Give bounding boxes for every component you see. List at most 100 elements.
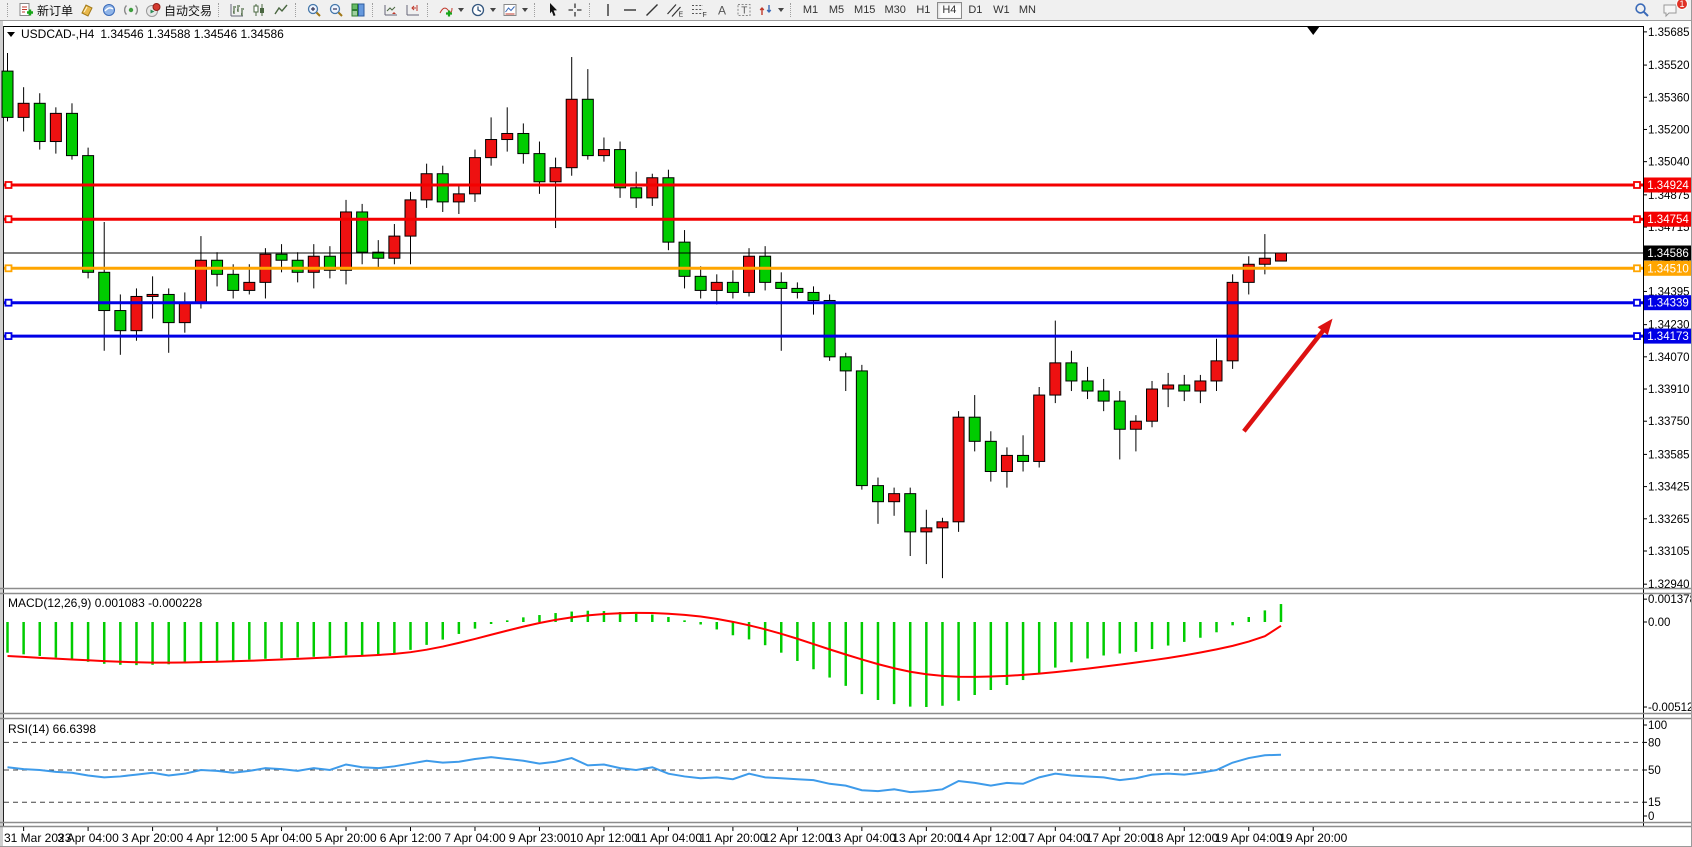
trend-arrow-annotation[interactable] [1242, 318, 1333, 433]
svg-text:1.34586: 1.34586 [1647, 248, 1689, 260]
cursor-button[interactable] [542, 1, 564, 19]
periods-button[interactable] [467, 1, 499, 19]
toolbar-grip[interactable] [589, 3, 592, 17]
new-order-button[interactable]: 新订单 [15, 1, 76, 19]
zoom-in-icon [307, 3, 321, 17]
timeframe-button-M5[interactable]: M5 [824, 2, 849, 19]
timeframe-button-H4[interactable]: H4 [936, 1, 962, 19]
horizontal-line-1.34924[interactable]: 1.34924 [4, 177, 1692, 193]
text-label-icon: T [737, 4, 751, 17]
candle-body [517, 132, 530, 155]
zoom-out-button[interactable] [325, 1, 347, 19]
candle-body [726, 281, 739, 293]
timeframe-button-W1[interactable]: W1 [989, 2, 1014, 19]
trendline-button[interactable] [641, 1, 663, 19]
horizontal-line-1.34754[interactable]: 1.34754 [4, 211, 1692, 227]
candle-body [340, 211, 353, 271]
horizontal-line-1.34339[interactable]: 1.34339 [4, 295, 1692, 311]
indicators-button[interactable] [435, 1, 467, 19]
text-label-button[interactable]: T [733, 1, 755, 19]
tile-windows-button[interactable] [347, 1, 369, 19]
chart-background [0, 21, 1691, 846]
chart-ohlc-values: 1.34546 1.34588 1.34546 1.34586 [100, 27, 284, 41]
svg-text:1.34924: 1.34924 [1647, 180, 1689, 192]
svg-text:A: A [718, 4, 726, 18]
horizontal-line-1.34586[interactable]: 1.34586 [4, 245, 1692, 261]
auto-trading-button[interactable]: 自动交易 [142, 1, 215, 19]
chart-frame [0, 21, 1691, 846]
timeframe-button-M1[interactable]: M1 [798, 2, 823, 19]
new-order-label: 新订单 [37, 3, 74, 18]
candle-body [291, 259, 304, 273]
candle-body [1097, 390, 1110, 402]
cursor-icon [550, 3, 558, 16]
vertical-line-button[interactable] [597, 1, 619, 19]
auto-scroll-button[interactable] [380, 1, 402, 19]
toolbar-grip[interactable] [218, 3, 221, 17]
rsi-panel[interactable]: 100 80 50 15 0 [4, 720, 1667, 823]
toolbar-grip[interactable] [7, 3, 10, 17]
timeframe-button-MN[interactable]: MN [1015, 2, 1040, 19]
text-button[interactable]: A [711, 1, 733, 19]
candle-body [888, 493, 901, 503]
candlestick-chart-button[interactable] [248, 1, 270, 19]
toolbar-grip[interactable] [790, 3, 793, 17]
candle-body [1210, 360, 1223, 382]
candle-body [146, 293, 159, 297]
horizontal-line-1.34510[interactable]: 1.34510 [4, 260, 1692, 276]
candle-body [1065, 362, 1078, 382]
dropdown-caret-icon [458, 8, 465, 12]
crosshair-icon [568, 3, 582, 17]
candle-body [839, 356, 852, 372]
auto-trading-label: 自动交易 [164, 3, 213, 18]
chart-shift-button[interactable] [402, 1, 424, 19]
chart-shift-marker[interactable] [1307, 27, 1320, 35]
arrows-tool-button[interactable] [755, 1, 787, 19]
timeframe-button-D1[interactable]: D1 [963, 2, 988, 19]
search-button[interactable] [1631, 1, 1653, 19]
templates-button[interactable] [499, 1, 531, 19]
timeframe-button-H1[interactable]: H1 [911, 2, 936, 19]
price-badge [1644, 177, 1691, 193]
toolbar-grip[interactable] [534, 3, 537, 17]
price-axis[interactable]: 1.35685 1.35520 1.35360 1.35200 1.35040 1.348… [1643, 27, 1690, 591]
svg-text:1.33265: 1.33265 [1648, 514, 1690, 526]
candle-body [646, 177, 659, 199]
candle-body [468, 157, 481, 195]
chart-title[interactable]: USDCAD-,H4 1.34546 1.34588 1.34546 1.345… [7, 27, 284, 41]
crosshair-button[interactable] [564, 1, 586, 19]
line-chart-icon [274, 4, 288, 15]
line-chart-button[interactable] [270, 1, 292, 19]
candle-body [420, 173, 433, 201]
market-watch-button[interactable] [76, 1, 98, 19]
timeframe-button-M30[interactable]: M30 [880, 2, 909, 19]
fibonacci-button[interactable]: F [687, 1, 711, 19]
toolbar-grip[interactable] [295, 3, 298, 17]
auto-scroll-icon [384, 5, 398, 16]
horizontal-line-1.34173[interactable]: 1.34173 [4, 328, 1692, 344]
svg-text:T: T [741, 6, 747, 17]
equidistant-channel-button[interactable]: E [663, 1, 687, 19]
terminal-button[interactable] [120, 1, 142, 19]
new-order-icon [19, 3, 33, 16]
candle-body [17, 102, 30, 118]
timeframe-button-M15[interactable]: M15 [850, 2, 879, 19]
candle-body [1274, 252, 1287, 262]
zoom-in-button[interactable] [303, 1, 325, 19]
svg-text:1.34173: 1.34173 [1647, 331, 1689, 343]
search-icon [1635, 3, 1649, 17]
toolbar-grip[interactable] [427, 3, 430, 17]
macd-panel[interactable]: 0.001378 0.00 -0.005127 [6, 594, 1692, 714]
bar-chart-button[interactable] [226, 1, 248, 19]
macd-indicator-label: MACD(12,26,9) 0.001083 -0.000228 [8, 596, 203, 610]
navigator-button[interactable] [98, 1, 120, 19]
candle-body [1194, 380, 1207, 392]
candle-body [436, 173, 449, 203]
horizontal-line-button[interactable] [619, 1, 641, 19]
vertical-line-icon [607, 4, 609, 16]
toolbar-grip[interactable] [372, 3, 375, 17]
candle-body [114, 310, 127, 332]
trendline-icon [646, 4, 659, 16]
